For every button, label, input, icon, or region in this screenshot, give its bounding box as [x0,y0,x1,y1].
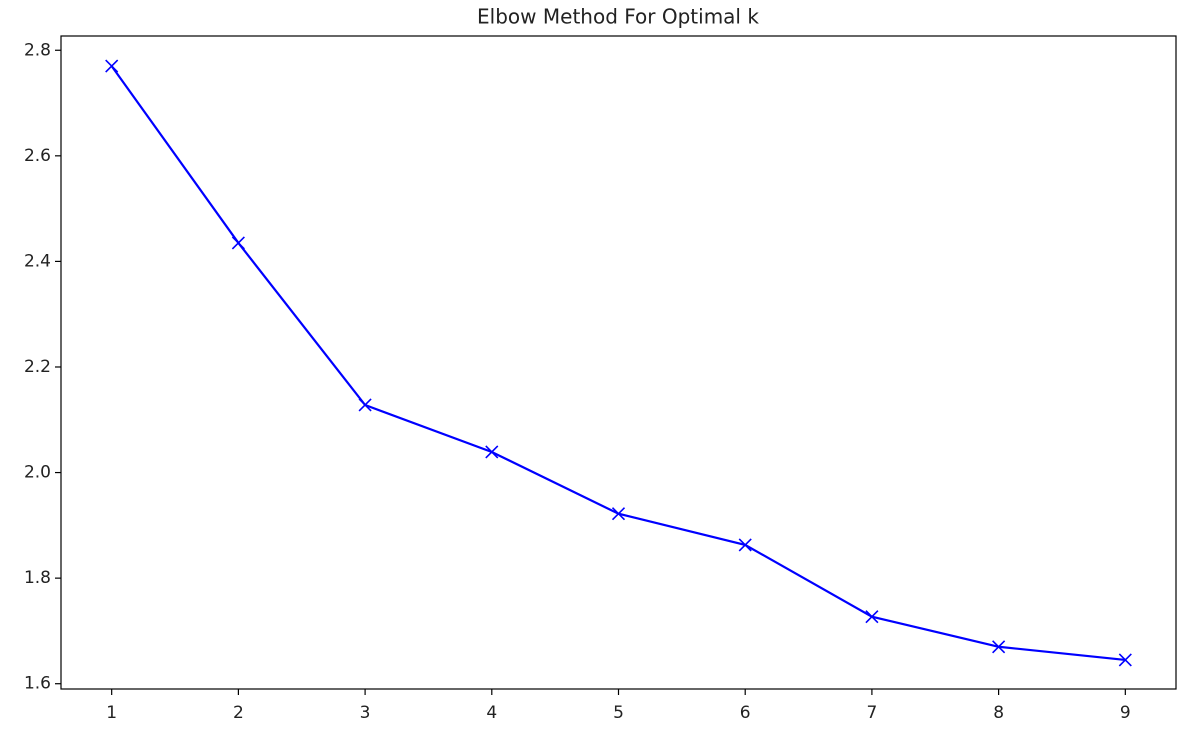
x-tick-label: 3 [360,703,371,723]
x-tick-label: 6 [740,703,751,723]
y-tick-label: 1.6 [24,674,51,694]
chart-title: Elbow Method For Optimal k [477,5,759,29]
plot-frame [60,35,1177,690]
point-marker [738,538,752,552]
point-marker [231,236,245,250]
x-tick-label: 8 [993,703,1004,723]
point-marker [105,59,119,73]
x-tick-label: 5 [613,703,624,723]
point-marker [358,398,372,412]
point-marker [992,640,1006,654]
point-marker [1118,653,1132,667]
y-tick-label: 2.6 [24,146,51,166]
point-marker [611,507,626,521]
y-tick-label: 2.0 [24,463,51,483]
y-tick-label: 2.8 [24,40,51,60]
x-tick-label: 1 [106,703,117,723]
y-tick-label: 2.2 [24,357,51,377]
y-tick-label: 1.8 [24,568,51,588]
point-marker [865,610,879,624]
x-tick-label: 9 [1120,703,1131,723]
x-tick-label: 2 [233,703,244,723]
point-marker [485,445,499,459]
x-tick-label: 7 [866,703,877,723]
x-tick-label: 4 [486,703,497,723]
y-tick-label: 2.4 [24,251,51,271]
